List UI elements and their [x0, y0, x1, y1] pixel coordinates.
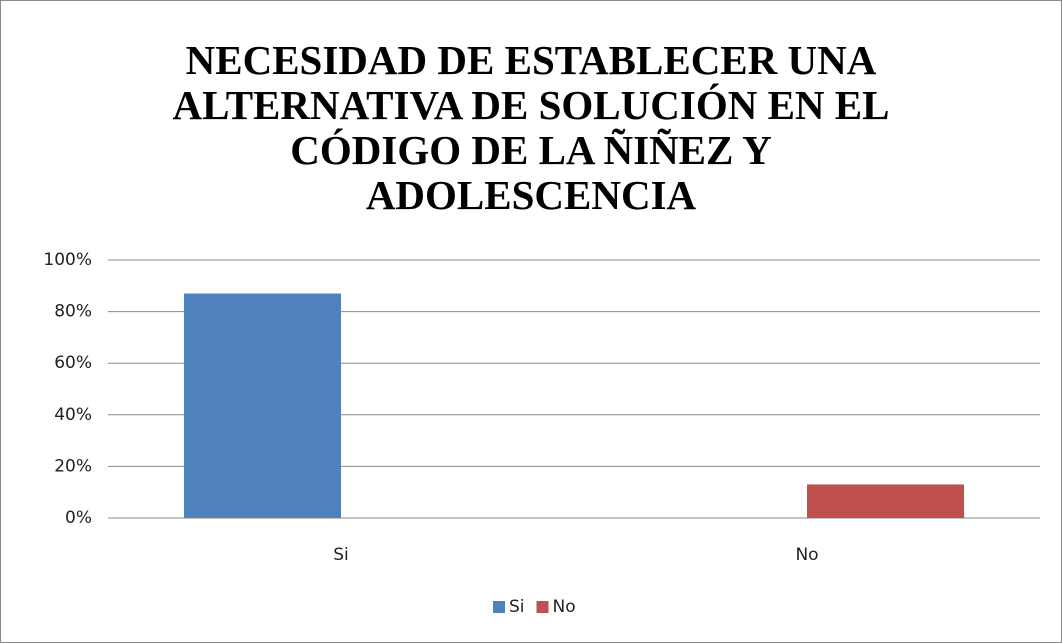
legend-swatch: [536, 601, 549, 613]
bar: [807, 484, 965, 518]
legend-label: Si: [509, 597, 525, 617]
y-tick-label: 0%: [65, 508, 92, 528]
legend-swatch: [493, 601, 505, 613]
y-tick-label: 100%: [43, 250, 92, 270]
y-tick-label: 80%: [54, 302, 92, 322]
y-tick-label: 60%: [54, 353, 92, 373]
bar: [183, 293, 341, 518]
y-tick-label: 20%: [54, 456, 92, 476]
legend-label: No: [553, 597, 576, 617]
x-tick-label: No: [795, 545, 818, 565]
x-tick-label: Si: [333, 545, 349, 565]
y-tick-label: 40%: [54, 405, 92, 425]
chart-title: NECESIDAD DE ESTABLECER UNA ALTERNATIVA …: [172, 37, 890, 218]
